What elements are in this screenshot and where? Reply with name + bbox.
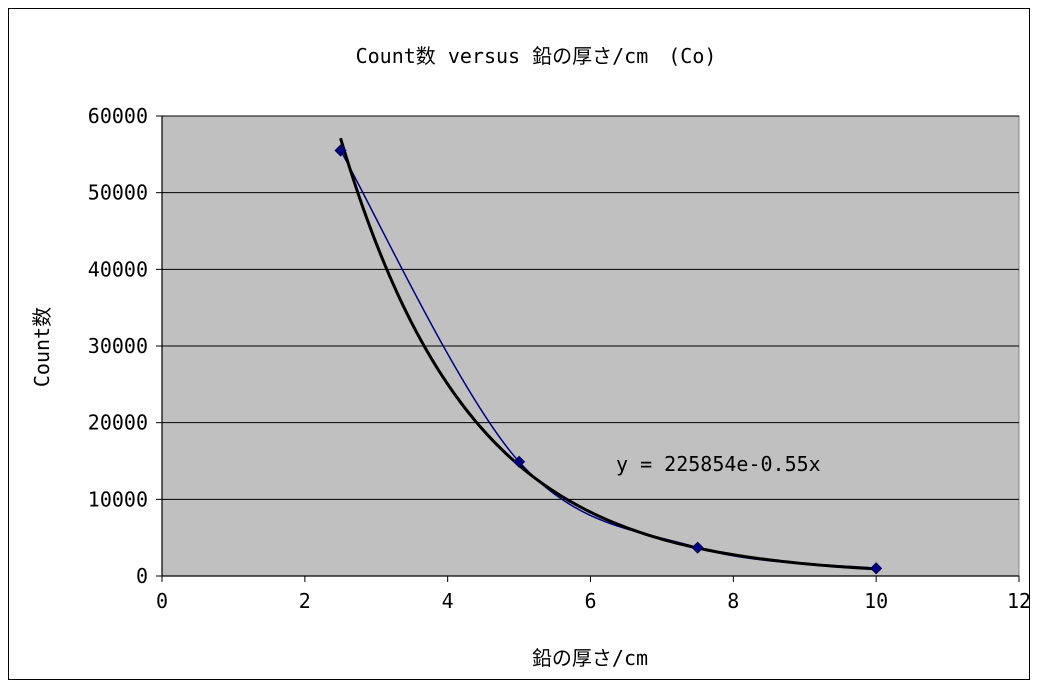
data-markers xyxy=(334,144,883,575)
y-tick-label: 30000 xyxy=(88,334,148,358)
trendline-equation: y = 225854e-0.55x xyxy=(616,452,821,476)
data-point-marker xyxy=(870,562,883,575)
x-tick-label: 0 xyxy=(156,589,168,613)
gridlines xyxy=(162,115,1019,500)
data-point-marker xyxy=(513,455,526,468)
x-tick-label: 4 xyxy=(442,589,454,613)
y-tick-label: 20000 xyxy=(88,411,148,435)
y-tick-label: 10000 xyxy=(88,487,148,511)
trendline-group xyxy=(339,137,877,571)
x-tick-label: 12 xyxy=(1007,589,1031,613)
y-axis-title: Count数 xyxy=(30,307,54,387)
axes xyxy=(156,115,1020,582)
data-point-marker xyxy=(691,541,704,554)
x-tick-label: 8 xyxy=(727,589,739,613)
x-tick-label: 6 xyxy=(584,589,596,613)
chart-svg: Count数 versus 鉛の厚さ/cm (Co) 0 10000 20000 30… xyxy=(30,44,1031,670)
x-tick-label: 2 xyxy=(299,589,311,613)
chart-area: Count数 versus 鉛の厚さ/cm (Co) 0 10000 20000 30… xyxy=(8,8,1031,680)
y-tick-label: 60000 xyxy=(88,104,148,128)
y-tick-label: 50000 xyxy=(88,181,148,205)
y-tick-label: 40000 xyxy=(88,257,148,281)
y-tick-label: 0 xyxy=(136,564,148,588)
chart-title: Count数 versus 鉛の厚さ/cm (Co) xyxy=(356,44,717,68)
data-point-marker xyxy=(334,144,347,157)
x-tick-label: 10 xyxy=(864,589,888,613)
x-axis-title: 鉛の厚さ/cm xyxy=(532,646,648,670)
trendline xyxy=(339,137,877,571)
tick-labels: 0 10000 20000 30000 40000 50000 60000 0 2 4 6 8 10 12 xyxy=(88,104,1031,613)
